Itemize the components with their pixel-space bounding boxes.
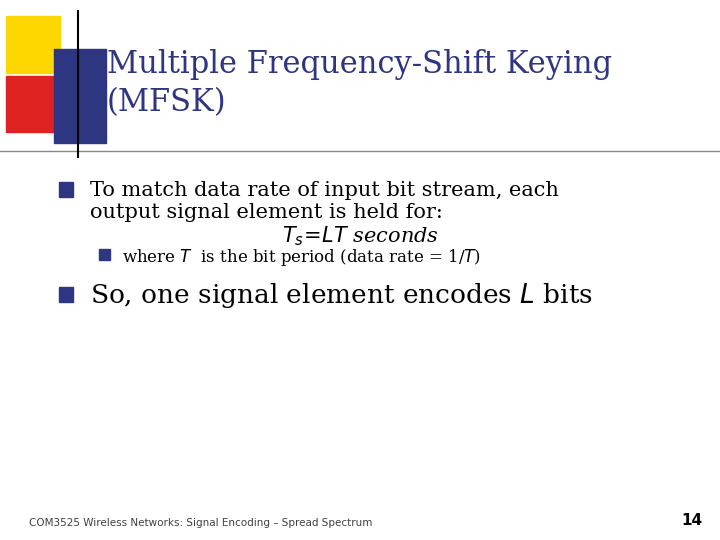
Bar [54,49,106,143]
Text: To match data rate of input bit stream, each: To match data rate of input bit stream, … [90,180,559,200]
Bar [6,76,60,132]
Bar [6,16,60,73]
Text: So, one signal element encodes $L$ bits: So, one signal element encodes $L$ bits [90,281,593,310]
Text: COM3525 Wireless Networks: Signal Encoding – Spread Spectrum: COM3525 Wireless Networks: Signal Encodi… [29,518,372,528]
Text: 14: 14 [681,513,702,528]
Bar [99,249,110,260]
Text: Multiple Frequency-Shift Keying
(MFSK): Multiple Frequency-Shift Keying (MFSK) [107,49,612,118]
Text: $T_s\!=\!LT$ seconds: $T_s\!=\!LT$ seconds [282,225,438,248]
Text: output signal element is held for:: output signal element is held for: [90,202,443,222]
Bar [59,182,73,197]
Bar [59,287,73,302]
Text: where $T$  is the bit period (data rate = 1/$T$): where $T$ is the bit period (data rate =… [122,247,482,267]
